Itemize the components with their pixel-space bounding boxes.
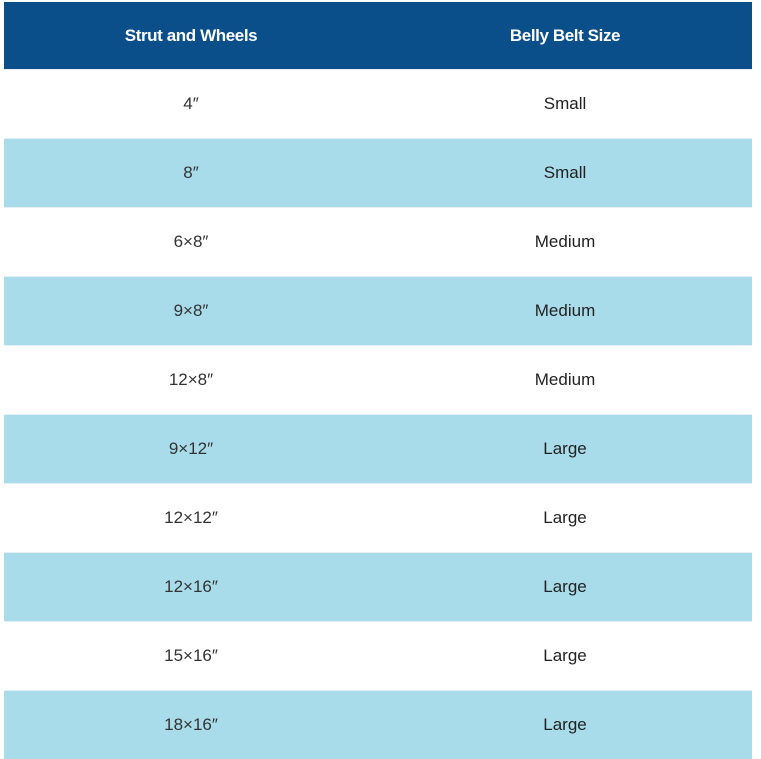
header-cell: Strut and Wheels xyxy=(4,2,378,70)
table-cell: Large xyxy=(378,553,752,622)
table-row: 12×12″Large xyxy=(4,484,752,553)
table-row: 8″Small xyxy=(4,139,752,208)
table-row: 9×8″Medium xyxy=(4,277,752,346)
table-header: Strut and Wheels Belly Belt Size xyxy=(4,2,752,70)
table-cell: 4″ xyxy=(4,70,378,139)
table-cell: Medium xyxy=(378,277,752,346)
table-row: 9×12″Large xyxy=(4,415,752,484)
table-cell: 12×12″ xyxy=(4,484,378,553)
table-cell: Large xyxy=(378,415,752,484)
header-cell: Belly Belt Size xyxy=(378,2,752,70)
table-cell: 18×16″ xyxy=(4,691,378,759)
table-cell: Large xyxy=(378,622,752,691)
table-cell: Small xyxy=(378,70,752,139)
table-row: 12×8″Medium xyxy=(4,346,752,415)
table-cell: Small xyxy=(378,139,752,208)
table-cell: 12×16″ xyxy=(4,553,378,622)
table-cell: 8″ xyxy=(4,139,378,208)
table-cell: 9×8″ xyxy=(4,277,378,346)
table-row: 15×16″Large xyxy=(4,622,752,691)
table-row: 18×16″Large xyxy=(4,691,752,759)
table-cell: Medium xyxy=(378,208,752,277)
table-cell: Large xyxy=(378,691,752,759)
table-cell: 6×8″ xyxy=(4,208,378,277)
table-row: 12×16″Large xyxy=(4,553,752,622)
table-cell: 15×16″ xyxy=(4,622,378,691)
table-cell: Medium xyxy=(378,346,752,415)
table-cell: 12×8″ xyxy=(4,346,378,415)
header-row: Strut and Wheels Belly Belt Size xyxy=(4,2,752,70)
table-cell: Large xyxy=(378,484,752,553)
table-cell: 9×12″ xyxy=(4,415,378,484)
size-table: Strut and Wheels Belly Belt Size 4″Small… xyxy=(4,2,752,759)
table-row: 4″Small xyxy=(4,70,752,139)
table-row: 6×8″Medium xyxy=(4,208,752,277)
